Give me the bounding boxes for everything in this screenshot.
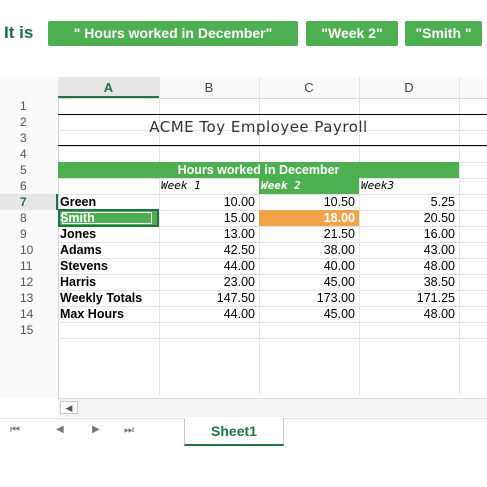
employee-name-cell[interactable]: Weekly Totals [60,291,143,305]
column-header-a[interactable]: A [103,80,114,95]
tag-smith: "Smith " [405,21,482,46]
row-header-bar [0,98,59,398]
value-cell[interactable]: 44.00 [223,259,255,273]
first-sheet-icon[interactable]: ⏮ [10,424,20,436]
caption-lead: It is [4,23,34,42]
value-cell[interactable]: 10.50 [323,195,355,209]
highlighted-value-cell[interactable]: 18.00 [259,210,359,226]
value-cell[interactable]: 38.50 [423,275,455,289]
row-number-1[interactable]: 1 [20,99,27,113]
value-cell[interactable]: 173.00 [316,291,355,305]
row-number-6[interactable]: 6 [20,179,27,193]
employee-name-cell[interactable]: Harris [60,275,97,289]
value-cell[interactable]: 40.00 [323,259,355,273]
row-number-7[interactable]: 7 [0,194,58,210]
selected-cell-inner-border [62,212,152,224]
last-sheet-icon[interactable]: ⏭ [124,424,134,436]
scroll-left-icon[interactable]: ◀ [60,401,78,414]
gridline [58,130,487,131]
gridline [58,226,487,227]
gridline [58,258,487,259]
column-header-b[interactable]: B [204,80,214,95]
row-number-15[interactable]: 15 [20,323,34,337]
value-cell[interactable]: 48.00 [423,307,455,321]
gridline [58,146,487,147]
value-cell[interactable]: 48.00 [423,259,455,273]
value-cell[interactable]: 147.50 [216,291,255,305]
gridline [58,338,487,339]
gridline [359,77,360,395]
employee-name-cell[interactable]: Adams [60,243,102,257]
prev-sheet-icon[interactable]: ◀ [56,424,64,435]
employee-name-cell[interactable]: Smith [60,211,95,225]
value-cell[interactable]: 23.00 [223,275,255,289]
value-cell[interactable]: 43.00 [423,243,455,257]
value-cell[interactable]: 42.50 [223,243,255,257]
tag-week-2: "Week 2" [306,21,398,46]
week-3-header[interactable]: Week3 [361,179,395,192]
column-header-c[interactable]: C [304,80,314,95]
employee-name-cell[interactable]: Jones [60,227,97,241]
sheet-title: ACME Toy Employee Payroll [149,118,368,136]
row-number-5[interactable]: 5 [20,163,27,177]
column-header-d[interactable]: D [404,80,414,95]
gridline [259,77,260,395]
cell-selection-border [58,209,159,227]
selected-cell-a7[interactable] [59,210,158,226]
value-cell[interactable]: 45.00 [323,275,355,289]
horizontal-scrollbar[interactable] [58,398,487,417]
next-sheet-icon[interactable]: ▶ [92,424,100,435]
value-cell[interactable]: 16.00 [423,227,455,241]
row-number-9[interactable]: 9 [20,227,27,241]
value-cell[interactable]: 10.00 [223,195,255,209]
row-number-14[interactable]: 14 [20,307,34,321]
value-cell[interactable]: 20.50 [423,211,455,225]
row-number-11[interactable]: 11 [20,259,33,273]
value-cell[interactable]: 44.00 [223,307,255,321]
row-number-13[interactable]: 13 [20,291,34,305]
row-number-8[interactable]: 8 [20,211,27,225]
gridline [58,242,487,243]
week-1-header[interactable]: Week 1 [161,179,201,192]
gridline [58,194,487,195]
row-number-10[interactable]: 10 [20,243,34,257]
column-a-header-selected[interactable] [58,77,159,98]
employee-name-cell[interactable]: Stevens [60,259,108,273]
gridline [58,274,487,275]
title-border [58,114,487,146]
week-2-header[interactable]: Week 2 [259,178,359,194]
gridline [459,77,460,395]
value-cell[interactable]: 171.25 [416,291,455,305]
row-number-2[interactable]: 2 [20,115,27,129]
employee-name-cell[interactable]: Max Hours [60,307,124,321]
merged-header-hours[interactable]: Hours worked in December [58,162,459,178]
value-cell[interactable]: 21.50 [323,227,355,241]
value-cell[interactable]: 38.00 [323,243,355,257]
row-number-3[interactable]: 3 [20,131,27,145]
gridline [58,290,487,291]
gridline [159,77,160,395]
row-number-12[interactable]: 12 [20,275,34,289]
gridline [58,322,487,323]
value-cell[interactable]: 15.00 [223,211,255,225]
value-cell[interactable]: 45.00 [323,307,355,321]
row-number-4[interactable]: 4 [20,147,27,161]
tag-hours-worked: " Hours worked in December" [48,21,298,46]
value-cell[interactable]: 5.25 [430,195,455,209]
gridline [58,306,487,307]
value-cell[interactable]: 13.00 [223,227,255,241]
employee-name-cell[interactable]: Green [60,195,97,209]
tab-sheet1[interactable]: Sheet1 [184,418,284,446]
